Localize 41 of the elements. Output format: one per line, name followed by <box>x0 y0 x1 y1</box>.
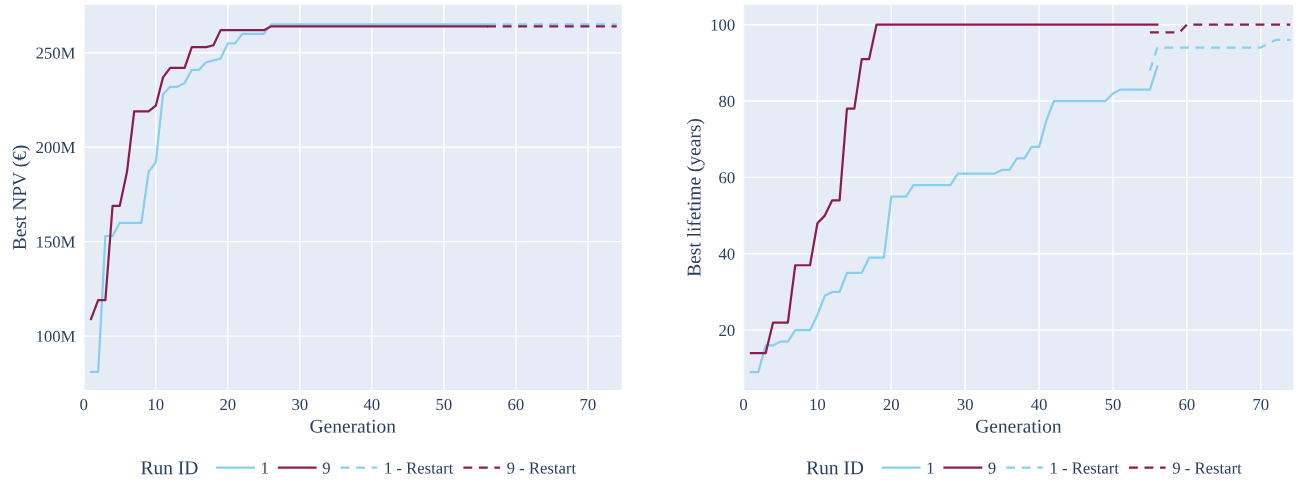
legend-label: 1 <box>262 462 268 474</box>
x-tick-label: 0 <box>739 398 748 411</box>
x-tick-label: 50 <box>436 398 452 411</box>
y-tick-label: 100 <box>711 19 735 31</box>
x-tick-label: 70 <box>1253 398 1269 411</box>
legend-label: 1 - Restart <box>1051 462 1119 474</box>
x-tick-label: 30 <box>292 398 308 411</box>
x-tick-label: 70 <box>580 398 596 411</box>
x-tick-label: 30 <box>957 398 973 411</box>
y-tick-label: 40 <box>718 248 735 260</box>
x-axis-title: Generation <box>976 419 1062 433</box>
legend-title: Run ID <box>141 461 198 475</box>
line-series <box>749 23 1159 355</box>
x-tick-label: 10 <box>148 398 164 411</box>
y-axis-title: Best NPV (€) <box>12 145 31 250</box>
y-tick-label: 80 <box>719 95 735 108</box>
x-tick-label: 50 <box>1105 398 1121 411</box>
y-tick-label: 60 <box>719 172 735 184</box>
x-axis-title: Generation <box>310 419 396 433</box>
y-axis-title: Best lifetime (years) <box>686 118 705 277</box>
x-tick-label: 0 <box>80 398 88 411</box>
legend-label: 1 <box>927 462 934 474</box>
x-tick-label: 60 <box>508 398 524 411</box>
y-tick-label: 20 <box>719 324 735 337</box>
x-tick-label: 20 <box>883 398 899 411</box>
x-tick-label: 10 <box>810 398 826 411</box>
y-tick-label: 100M <box>37 330 75 343</box>
x-tick-label: 40 <box>363 398 380 411</box>
legend-label: 9 - Restart <box>507 462 576 474</box>
legend-label: 9 <box>322 462 330 474</box>
x-tick-label: 40 <box>1031 398 1047 411</box>
y-tick-label: 250M <box>36 47 75 59</box>
y-tick-label: 150M <box>37 236 75 248</box>
legend-title: Run ID <box>806 461 864 475</box>
y-tick-label: 200M <box>36 141 75 154</box>
x-tick-label: 60 <box>1179 398 1195 411</box>
legend-label: 1 - Restart <box>385 462 454 474</box>
legend-label: 9 - Restart <box>1172 462 1242 474</box>
x-tick-label: 20 <box>220 398 236 411</box>
legend-label: 9 <box>988 462 996 474</box>
line-series <box>749 65 1159 374</box>
